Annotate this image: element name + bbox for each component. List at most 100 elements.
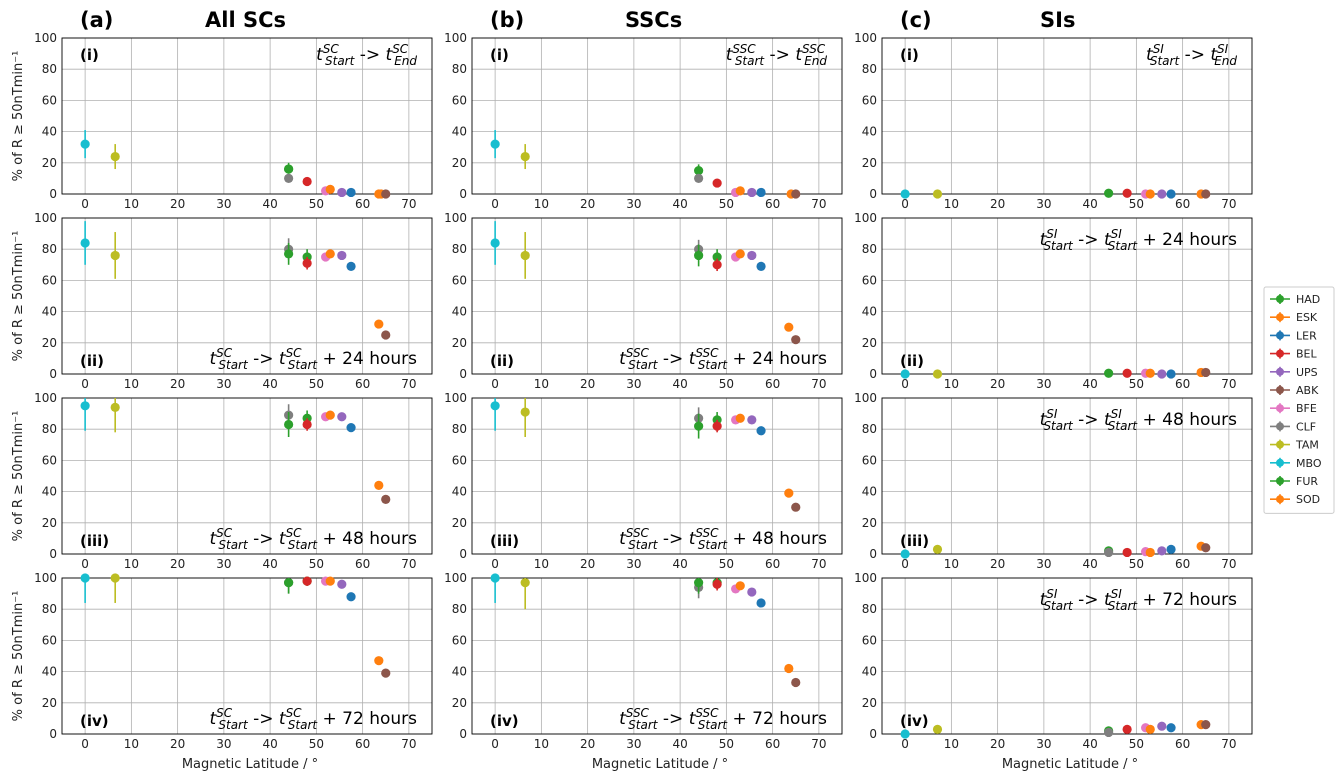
data-point bbox=[747, 250, 757, 261]
x-tick-label: 0 bbox=[901, 377, 909, 391]
data-point bbox=[1201, 367, 1211, 378]
column-tag-b: (b) bbox=[490, 8, 524, 32]
y-tick-label: 20 bbox=[862, 516, 877, 530]
annotation-part: -> bbox=[1073, 590, 1104, 610]
panel-label: (iv) bbox=[900, 712, 929, 730]
x-tick-label: 0 bbox=[901, 197, 909, 211]
y-axis-label: % of R ≥ 50nTmin⁻¹ bbox=[11, 411, 26, 542]
x-tick-label: 20 bbox=[170, 557, 185, 571]
data-point bbox=[346, 592, 356, 602]
data-point bbox=[381, 330, 391, 340]
annotation-part: -> bbox=[1073, 230, 1104, 250]
legend-label: LER bbox=[1296, 329, 1317, 342]
data-point bbox=[381, 668, 391, 678]
panel-annotation: tSSC Start -> tSSC Start + 72 hours bbox=[619, 706, 827, 732]
panel: 0 10 20 30 40 50 60 70 0 20 40 60 80 100 (iv) tSI Start … bbox=[854, 571, 1253, 751]
panel-label: (iii) bbox=[900, 532, 929, 550]
y-tick-label: 80 bbox=[452, 62, 467, 76]
x-tick-label: 10 bbox=[534, 557, 549, 571]
legend-label: FUR bbox=[1296, 475, 1318, 488]
data-point bbox=[712, 178, 722, 188]
data-point bbox=[490, 401, 500, 411]
annotation-part: t bbox=[689, 529, 697, 549]
y-tick-label: 40 bbox=[452, 305, 467, 319]
annotation-part: -> bbox=[248, 349, 279, 369]
x-tick-label: 70 bbox=[811, 377, 826, 391]
annotation-part: Start bbox=[288, 358, 319, 372]
x-tick-label: 0 bbox=[491, 377, 499, 391]
x-tick-label: 60 bbox=[1175, 197, 1190, 211]
x-tick-label: 40 bbox=[262, 197, 277, 211]
data-point bbox=[756, 426, 766, 436]
annotation-part: Start bbox=[218, 358, 249, 372]
annotation-part: -> bbox=[248, 529, 279, 549]
y-tick-label: 80 bbox=[42, 602, 57, 616]
x-tick-label: 0 bbox=[491, 737, 499, 751]
x-tick-label: 40 bbox=[1082, 197, 1097, 211]
data-point bbox=[1157, 721, 1167, 731]
data-point bbox=[1104, 188, 1114, 198]
annotation-part: t bbox=[1040, 230, 1048, 250]
x-tick-label: 70 bbox=[811, 557, 826, 571]
data-point bbox=[1145, 189, 1155, 199]
data-point bbox=[381, 189, 391, 199]
legend-label: BFE bbox=[1296, 402, 1317, 415]
annotation-part: t bbox=[1104, 410, 1112, 430]
panel-label: (i) bbox=[490, 46, 509, 64]
y-tick-label: 0 bbox=[459, 727, 467, 741]
data-point bbox=[302, 258, 312, 268]
x-tick-label: 10 bbox=[534, 737, 549, 751]
plot-frame bbox=[61, 37, 433, 195]
data-point bbox=[1145, 724, 1155, 734]
y-tick-label: 60 bbox=[862, 453, 877, 467]
plot-frame bbox=[471, 577, 843, 735]
y-tick-label: 0 bbox=[49, 547, 57, 561]
annotation-part: SI bbox=[1217, 42, 1229, 56]
x-tick-label: 70 bbox=[1221, 377, 1236, 391]
x-tick-label: 50 bbox=[719, 197, 734, 211]
x-tick-label: 30 bbox=[626, 197, 641, 211]
annotation-part: Start bbox=[218, 718, 249, 732]
data-point bbox=[520, 578, 530, 588]
panel-annotation: tSC Start -> tSC Start + 48 hours bbox=[209, 526, 417, 552]
annotation-part: Start bbox=[1150, 54, 1181, 68]
y-tick-label: 60 bbox=[42, 453, 57, 467]
x-tick-label: 10 bbox=[534, 197, 549, 211]
annotation-part: SSC bbox=[802, 42, 826, 56]
annotation-part: t bbox=[689, 349, 697, 369]
annotation-part: Start bbox=[1043, 419, 1074, 433]
y-tick-label: 20 bbox=[452, 336, 467, 350]
y-tick-label: 40 bbox=[452, 125, 467, 139]
x-tick-label: 10 bbox=[124, 197, 139, 211]
data-point bbox=[110, 402, 120, 412]
y-tick-label: 0 bbox=[869, 727, 877, 741]
annotation-part: + 48 hours bbox=[727, 529, 827, 549]
x-tick-label: 40 bbox=[1082, 557, 1097, 571]
data-point bbox=[490, 139, 500, 149]
y-tick-label: 60 bbox=[452, 633, 467, 647]
data-point bbox=[302, 576, 312, 586]
x-tick-label: 10 bbox=[124, 557, 139, 571]
legend-marker bbox=[1276, 313, 1284, 322]
x-tick-label: 0 bbox=[81, 197, 89, 211]
x-tick-label: 20 bbox=[580, 557, 595, 571]
x-tick-label: 0 bbox=[81, 737, 89, 751]
plot-frame bbox=[61, 397, 433, 555]
data-point bbox=[784, 322, 794, 332]
panel: 0 10 20 30 40 50 60 70 0 20 40 60 80 100 % of R ≥ 50nT… bbox=[11, 571, 433, 751]
data-point bbox=[346, 423, 356, 433]
data-point bbox=[791, 189, 801, 199]
data-point bbox=[712, 579, 722, 589]
plot-frame bbox=[881, 217, 1253, 375]
data-point bbox=[374, 480, 384, 490]
plot-frame bbox=[881, 37, 1253, 195]
data-point bbox=[1201, 543, 1211, 553]
annotation-part: -> bbox=[248, 709, 279, 729]
data-point bbox=[1104, 547, 1114, 558]
data-point bbox=[520, 151, 530, 162]
